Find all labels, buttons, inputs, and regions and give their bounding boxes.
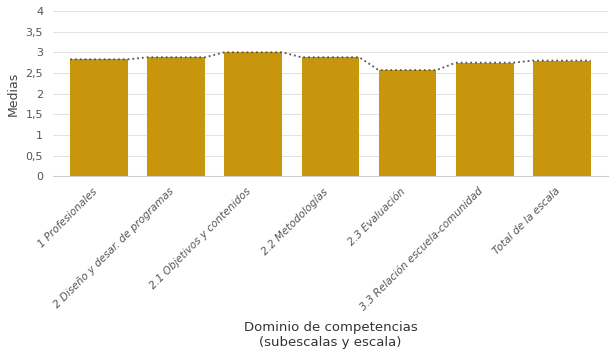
Bar	[379, 70, 437, 177]
Bar	[224, 52, 282, 177]
Bar	[70, 59, 128, 177]
Bar	[301, 57, 359, 177]
Bar	[148, 57, 205, 177]
Bar	[456, 63, 514, 177]
X-axis label: Dominio de competencias
(subescalas y escala): Dominio de competencias (subescalas y es…	[244, 321, 418, 349]
Bar	[533, 61, 590, 177]
Y-axis label: Medias: Medias	[7, 72, 20, 116]
